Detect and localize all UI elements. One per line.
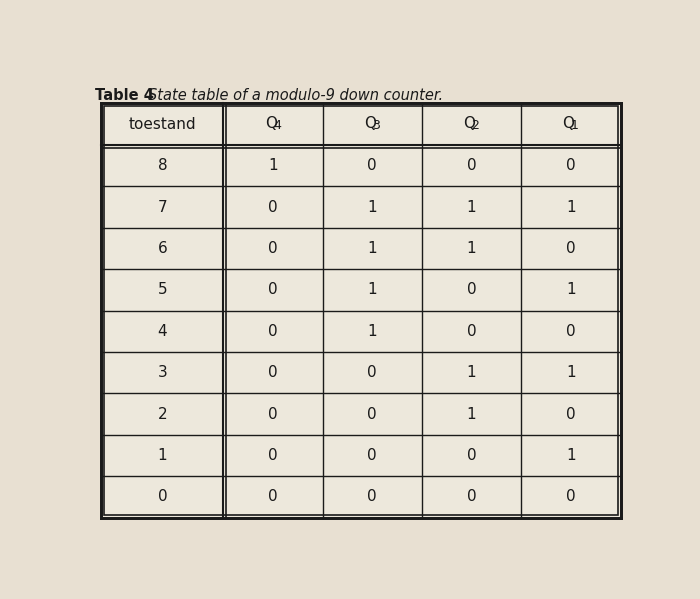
Text: 0: 0 <box>268 241 278 256</box>
Bar <box>104 106 618 515</box>
Text: 3: 3 <box>158 365 167 380</box>
Text: 2: 2 <box>158 407 167 422</box>
Text: 0: 0 <box>566 241 575 256</box>
Text: 0: 0 <box>268 448 278 463</box>
Text: 1: 1 <box>368 282 377 297</box>
Text: 0: 0 <box>268 282 278 297</box>
Text: Table 4: Table 4 <box>95 88 154 103</box>
Text: 0: 0 <box>368 365 377 380</box>
Text: 0: 0 <box>268 199 278 214</box>
Text: 4: 4 <box>158 324 167 339</box>
Text: 1: 1 <box>570 119 579 132</box>
Text: 0: 0 <box>368 489 377 504</box>
Text: 3: 3 <box>372 119 380 132</box>
Text: 0: 0 <box>268 324 278 339</box>
Text: State table of a modulo-9 down counter.: State table of a modulo-9 down counter. <box>148 88 443 103</box>
Bar <box>102 104 621 518</box>
Text: toestand: toestand <box>129 117 196 132</box>
Text: 1: 1 <box>566 365 575 380</box>
Text: 0: 0 <box>566 407 575 422</box>
Text: 1: 1 <box>368 324 377 339</box>
Text: Q: Q <box>463 116 475 131</box>
Text: Q: Q <box>265 116 277 131</box>
Text: 1: 1 <box>467 407 476 422</box>
Text: 6: 6 <box>158 241 167 256</box>
Text: 1: 1 <box>467 241 476 256</box>
Text: 1: 1 <box>368 241 377 256</box>
Text: Q: Q <box>364 116 376 131</box>
Text: 1: 1 <box>566 282 575 297</box>
Text: 0: 0 <box>467 282 476 297</box>
Bar <box>102 104 621 518</box>
Text: 0: 0 <box>268 407 278 422</box>
Text: 1: 1 <box>158 448 167 463</box>
Text: 0: 0 <box>566 489 575 504</box>
Text: Q: Q <box>563 116 575 131</box>
Text: 1: 1 <box>467 199 476 214</box>
Text: 0: 0 <box>566 158 575 173</box>
Text: 0: 0 <box>467 448 476 463</box>
Text: 1: 1 <box>566 448 575 463</box>
Text: 0: 0 <box>158 489 167 504</box>
Text: 1: 1 <box>467 365 476 380</box>
Text: 0: 0 <box>268 489 278 504</box>
Text: 8: 8 <box>158 158 167 173</box>
Text: 0: 0 <box>268 365 278 380</box>
Text: 0: 0 <box>368 407 377 422</box>
Text: 2: 2 <box>471 119 480 132</box>
Text: 0: 0 <box>368 158 377 173</box>
Text: 1: 1 <box>566 199 575 214</box>
Text: 0: 0 <box>467 158 476 173</box>
Text: 1: 1 <box>368 199 377 214</box>
Text: 0: 0 <box>368 448 377 463</box>
Text: 5: 5 <box>158 282 167 297</box>
Text: 7: 7 <box>158 199 167 214</box>
Text: 0: 0 <box>467 324 476 339</box>
Text: 0: 0 <box>467 489 476 504</box>
Text: 1: 1 <box>268 158 278 173</box>
Text: 4: 4 <box>273 119 281 132</box>
Text: 0: 0 <box>566 324 575 339</box>
